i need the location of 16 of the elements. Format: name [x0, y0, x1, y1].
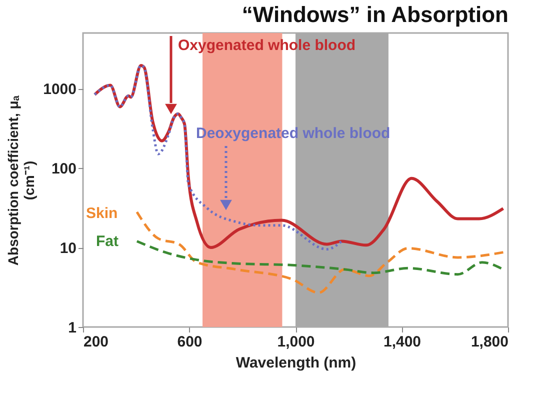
series-label: Fat: [96, 233, 119, 250]
series-label: Skin: [86, 205, 118, 222]
line-series: [136, 210, 504, 294]
x-tick-label: 1,400: [383, 334, 422, 350]
y-tick-label: 1: [68, 320, 76, 336]
x-tick-label: 1,000: [277, 334, 315, 350]
x-axis-title: Wavelength (nm): [236, 354, 356, 372]
x-tick-label: 600: [177, 334, 202, 350]
y-tick-label: 100: [51, 160, 76, 178]
y-axis-title: Absorption coefficient, μₐ (cm⁻¹): [5, 94, 38, 266]
line-series: [136, 240, 504, 276]
y-tick-label: 1000: [43, 81, 76, 98]
x-tick-label: 200: [84, 334, 109, 350]
x-tick-label: 1,800: [470, 334, 508, 350]
y-tick-label: 10: [60, 240, 76, 258]
chart-title: “Windows” in Absorption: [242, 2, 508, 27]
